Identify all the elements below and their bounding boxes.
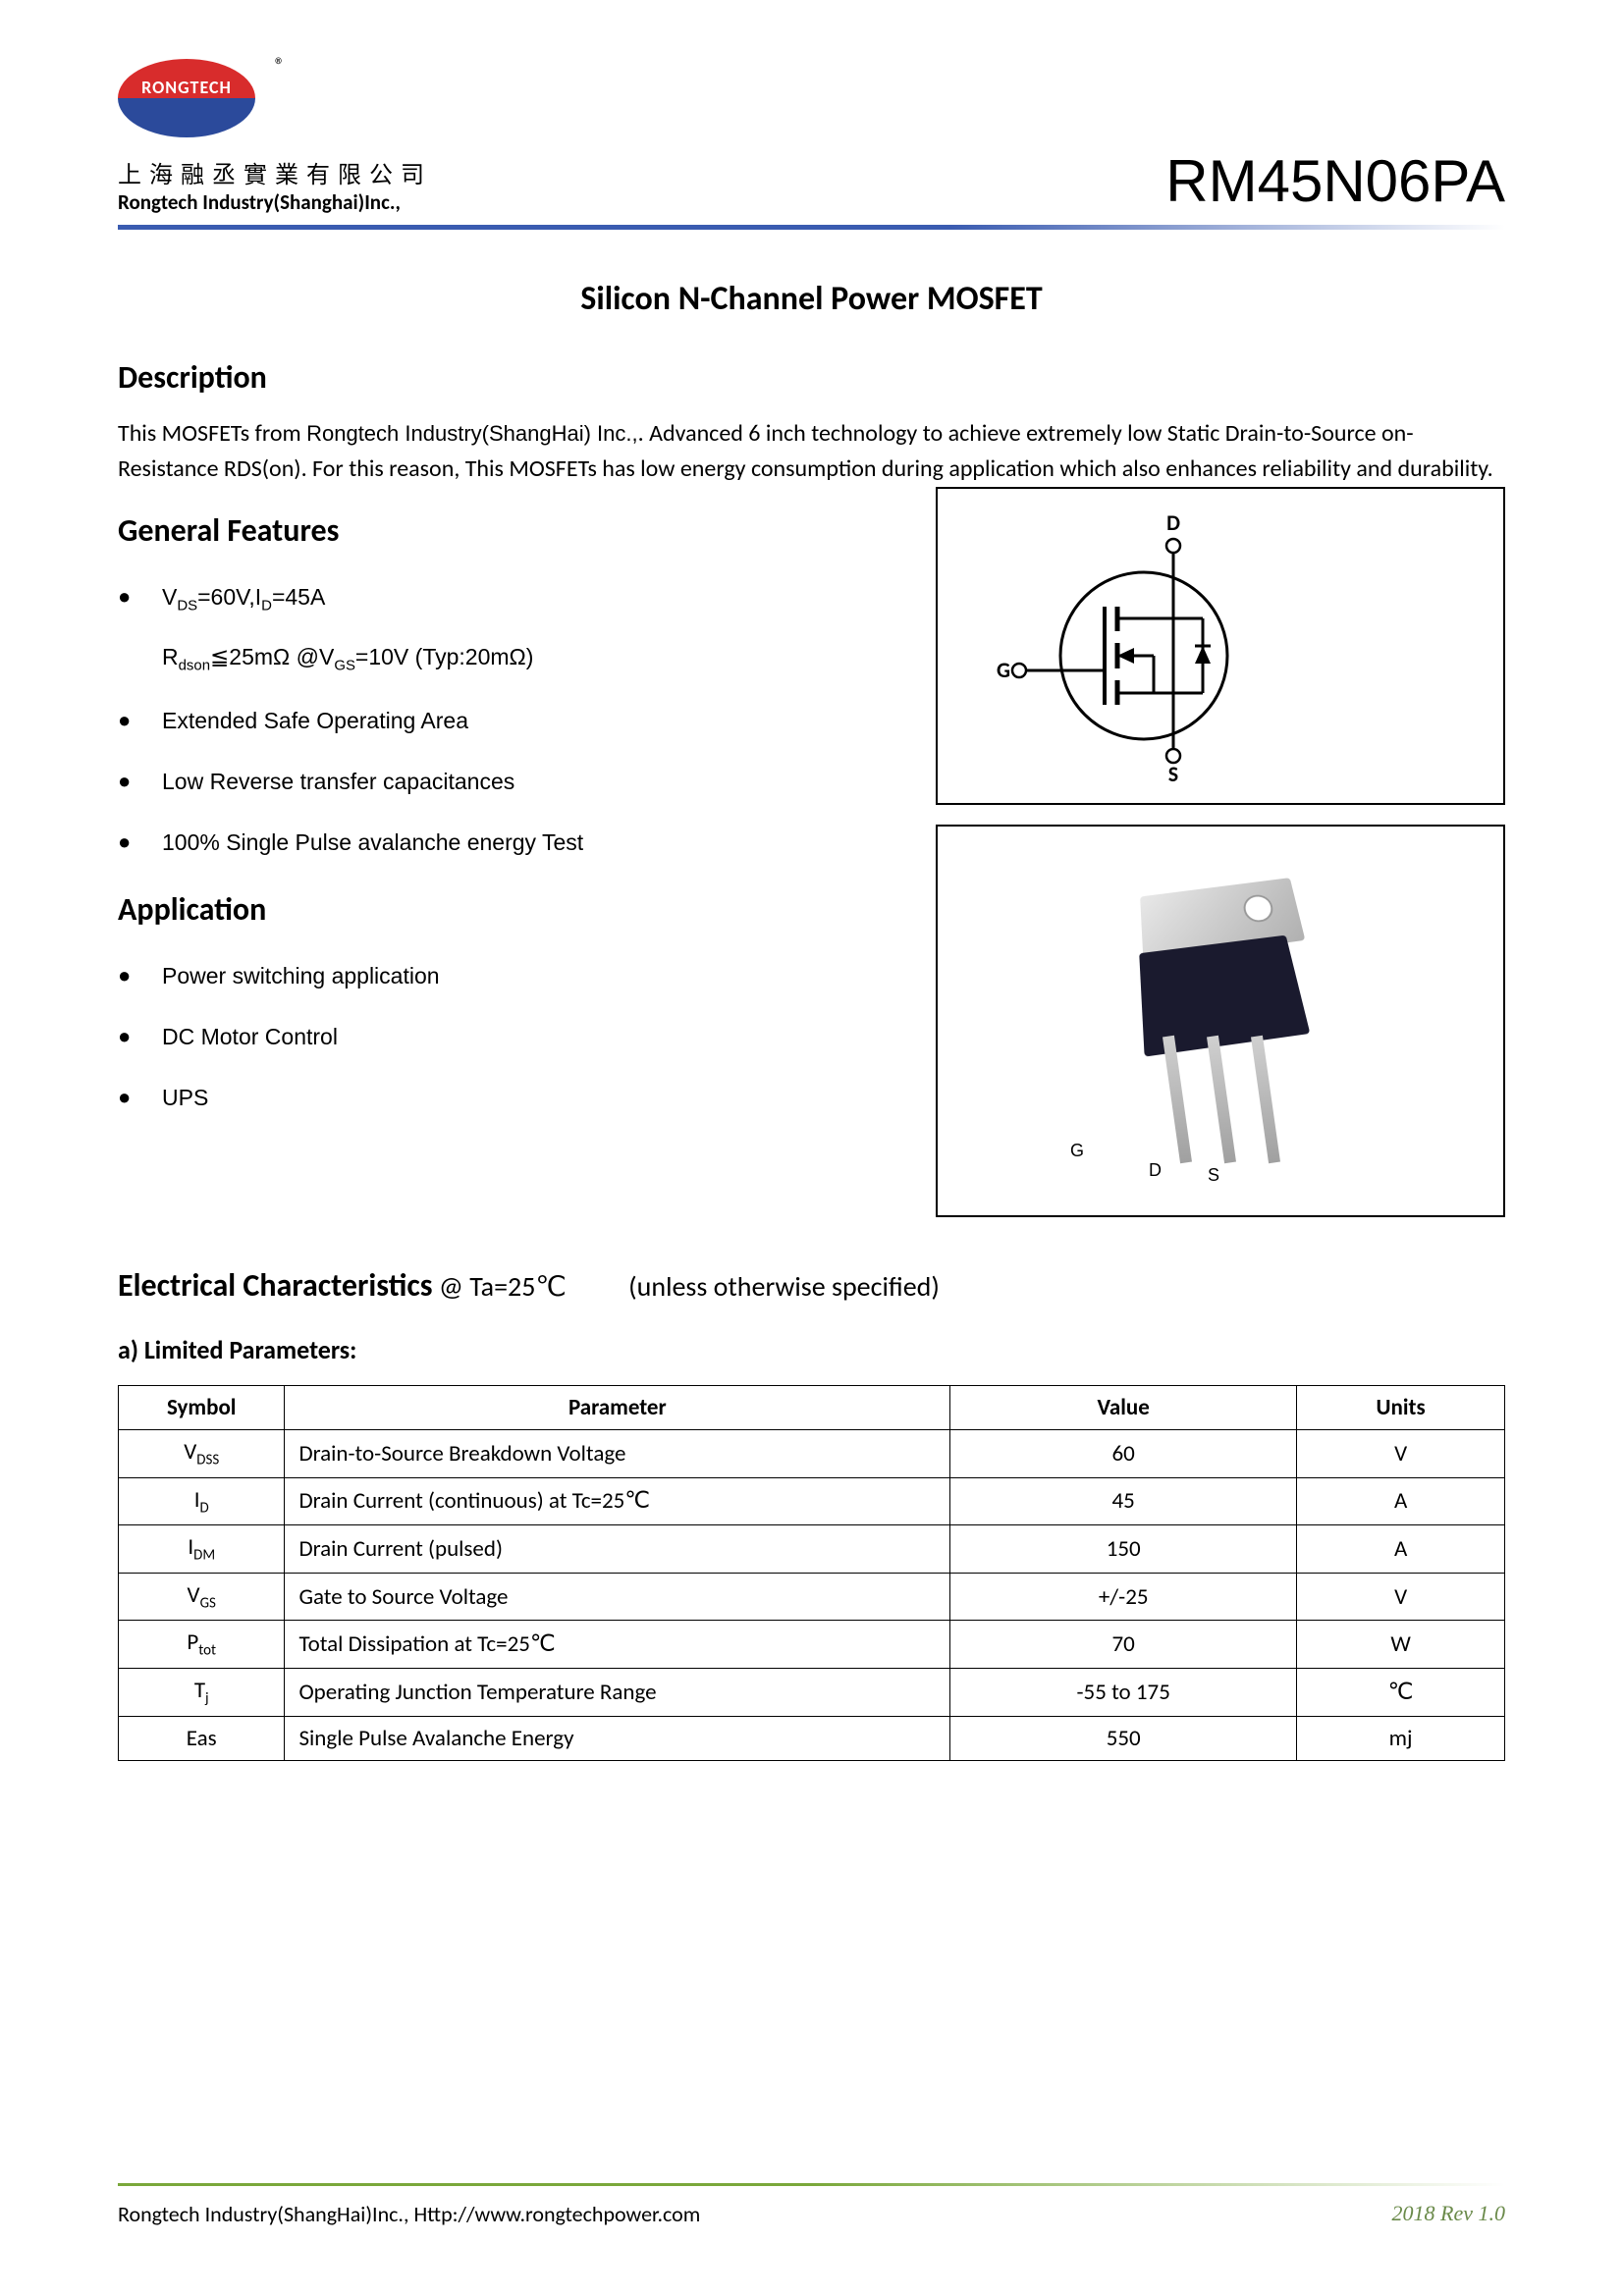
- cell-units: A: [1297, 1525, 1505, 1574]
- source-label: S: [1168, 761, 1178, 783]
- part-number: RM45N06PA: [1165, 147, 1505, 215]
- cell-units: W: [1297, 1621, 1505, 1669]
- cell-value: +/-25: [950, 1573, 1297, 1621]
- cell-param: Gate to Source Voltage: [285, 1573, 950, 1621]
- parameters-table: Symbol Parameter Value Units VDSSDrain-t…: [118, 1385, 1505, 1761]
- table-row: VGSGate to Source Voltage+/-25V: [119, 1573, 1505, 1621]
- mosfet-schematic-icon: D G: [957, 508, 1291, 783]
- table-row: VDSSDrain-to-Source Breakdown Voltage60V: [119, 1430, 1505, 1478]
- footer-company: Rongtech Industry(ShangHai)Inc., Http://…: [118, 2201, 700, 2227]
- cell-units: V: [1297, 1573, 1505, 1621]
- table-header-row: Symbol Parameter Value Units: [119, 1386, 1505, 1430]
- table-row: EasSingle Pulse Avalanche Energy550mj: [119, 1716, 1505, 1760]
- page-header: RONGTECH ® 上海融丞實業有限公司 Rongtech Industry(…: [118, 59, 1505, 215]
- company-name-english: Rongtech Industry(Shanghai)Inc.,: [118, 189, 432, 215]
- desc-pre: This MOSFETs from: [118, 419, 306, 448]
- schematic-diagram: D G: [936, 487, 1505, 805]
- cell-value: 45: [950, 1477, 1297, 1525]
- application-item: DC Motor Control: [118, 1024, 896, 1050]
- pin-d-label: D: [1149, 1160, 1162, 1181]
- header-divider: [118, 225, 1505, 230]
- table-row: IDDrain Current (continuous) at Tc=25℃45…: [119, 1477, 1505, 1525]
- col-parameter: Parameter: [285, 1386, 950, 1430]
- table-row: IDMDrain Current (pulsed)150A: [119, 1525, 1505, 1574]
- feature-item: Extended Safe Operating Area: [118, 708, 896, 734]
- ec-cond: @ Ta=25℃: [433, 1269, 567, 1304]
- cell-value: -55 to 175: [950, 1668, 1297, 1716]
- cell-param: Operating Junction Temperature Range: [285, 1668, 950, 1716]
- features-list: VDS=60V,ID=45A Rdson≦25mΩ @VGS=10V (Typ:2…: [118, 584, 896, 856]
- package-diagram: G D S: [936, 825, 1505, 1217]
- cell-symbol: IDM: [119, 1525, 285, 1574]
- description-text: This MOSFETs from Rongtech Industry(Shan…: [118, 416, 1505, 487]
- cell-symbol: Ptot: [119, 1621, 285, 1669]
- ec-bold: Electrical Characteristics: [118, 1266, 433, 1305]
- col-symbol: Symbol: [119, 1386, 285, 1430]
- features-heading: General Features: [118, 511, 896, 550]
- footer-divider: [118, 2183, 1505, 2186]
- cell-value: 60: [950, 1430, 1297, 1478]
- cell-param: Total Dissipation at Tc=25℃: [285, 1621, 950, 1669]
- cell-value: 70: [950, 1621, 1297, 1669]
- cell-symbol: Eas: [119, 1716, 285, 1760]
- registered-mark: ®: [275, 54, 285, 78]
- company-name-chinese: 上海融丞實業有限公司: [118, 155, 432, 189]
- page-footer: Rongtech Industry(ShangHai)Inc., Http://…: [118, 2183, 1505, 2227]
- feature-item: 100% Single Pulse avalanche energy Test: [118, 829, 896, 856]
- to220-package-icon: [1122, 883, 1319, 1158]
- application-item: Power switching application: [118, 963, 896, 989]
- pin-s-label: S: [1208, 1165, 1219, 1186]
- cell-value: 150: [950, 1525, 1297, 1574]
- cell-symbol: ID: [119, 1477, 285, 1525]
- document-title: Silicon N-Channel Power MOSFET: [118, 279, 1505, 319]
- desc-company: Rongtech Industry(ShangHai) Inc.,: [306, 421, 638, 446]
- content-row: General Features VDS=60V,ID=45A Rdson≦25m…: [118, 487, 1505, 1217]
- application-heading: Application: [118, 890, 896, 929]
- limited-params-heading: a) Limited Parameters:: [118, 1334, 1505, 1365]
- col-units: Units: [1297, 1386, 1505, 1430]
- feature-item: VDS=60V,ID=45A: [118, 584, 896, 614]
- cell-symbol: VDSS: [119, 1430, 285, 1478]
- right-column: D G: [936, 487, 1505, 1217]
- application-list: Power switching application DC Motor Cont…: [118, 963, 896, 1111]
- drain-label: D: [1166, 509, 1180, 536]
- cell-units: ℃: [1297, 1668, 1505, 1716]
- logo-text: RONGTECH: [141, 77, 232, 98]
- pin-g-label: G: [1070, 1141, 1084, 1161]
- application-item: UPS: [118, 1085, 896, 1111]
- cell-param: Single Pulse Avalanche Energy: [285, 1716, 950, 1760]
- electrical-heading: Electrical Characteristics @ Ta=25℃ (unl…: [118, 1266, 1505, 1305]
- cell-value: 550: [950, 1716, 1297, 1760]
- cell-units: V: [1297, 1430, 1505, 1478]
- cell-symbol: VGS: [119, 1573, 285, 1621]
- cell-symbol: Tj: [119, 1668, 285, 1716]
- table-row: PtotTotal Dissipation at Tc=25℃70W: [119, 1621, 1505, 1669]
- cell-units: mj: [1297, 1716, 1505, 1760]
- logo-block: RONGTECH ® 上海融丞實業有限公司 Rongtech Industry(…: [118, 59, 432, 215]
- feature-item: Rdson≦25mΩ @VGS=10V (Typ:20mΩ): [118, 644, 896, 674]
- feature-item: Low Reverse transfer capacitances: [118, 769, 896, 795]
- left-column: General Features VDS=60V,ID=45A Rdson≦25m…: [118, 487, 896, 1217]
- company-logo: RONGTECH ®: [118, 59, 285, 147]
- ec-note: (unless otherwise specified): [628, 1269, 940, 1304]
- col-value: Value: [950, 1386, 1297, 1430]
- cell-param: Drain-to-Source Breakdown Voltage: [285, 1430, 950, 1478]
- footer-revision: 2018 Rev 1.0: [1392, 2201, 1505, 2227]
- cell-param: Drain Current (continuous) at Tc=25℃: [285, 1477, 950, 1525]
- cell-param: Drain Current (pulsed): [285, 1525, 950, 1574]
- cell-units: A: [1297, 1477, 1505, 1525]
- description-heading: Description: [118, 358, 1505, 397]
- gate-label: G: [997, 657, 1010, 683]
- table-row: TjOperating Junction Temperature Range-5…: [119, 1668, 1505, 1716]
